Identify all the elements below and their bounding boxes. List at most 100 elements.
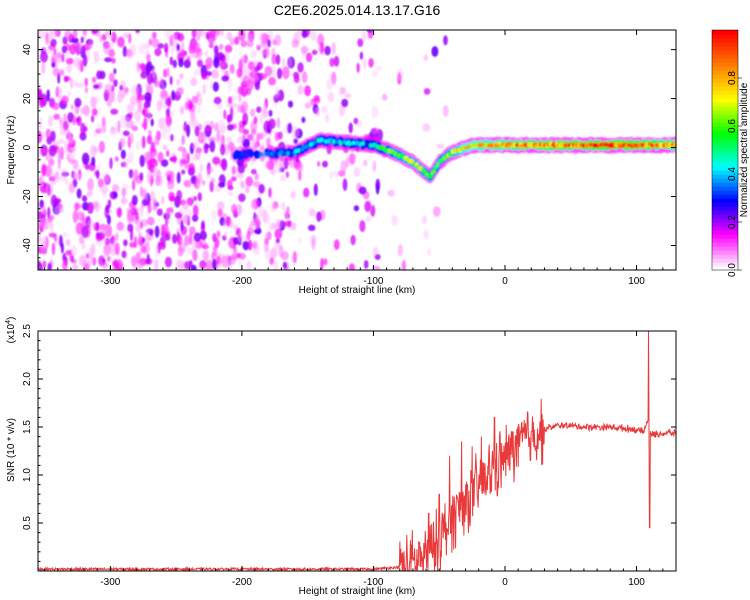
spectrogram-noise-blob [217,119,226,128]
spectrogram-noise-blob [111,235,115,241]
spectrogram-noise-blob [49,30,53,42]
colorbar-band [712,42,738,47]
spectrogram-noise-blob [166,216,172,224]
spectrogram-noise-blob [423,88,431,95]
spectrogram-noise-blob [279,175,286,182]
spectrogram-noise-blob [129,120,136,127]
colorbar-band [712,138,738,143]
spectrogram-noise-blob [223,109,227,120]
spectrogram-noise-blob [275,238,280,244]
spectrogram-noise-blob [45,236,49,249]
spectrogram-noise-blob [189,226,196,235]
spectrogram-noise-blob [137,99,143,113]
spectrogram-noise-blob [149,164,155,174]
spectrogram-noise-blob [50,130,56,142]
spectrogram-noise-blob [70,104,74,110]
spectrogram-noise-blob [214,186,220,193]
spectrogram-noise-blob [212,81,219,92]
spectrogram-noise-blob [170,134,174,142]
spectrogram-noise-blob [443,35,448,46]
spectrogram-noise-blob [290,221,297,231]
spectrogram-noise-blob [95,169,100,179]
ridge-core [432,169,436,174]
spectrogram-noise-blob [120,149,126,160]
snr-scale-label: (x104) [5,317,17,344]
spectrogram-noise-blob [58,117,64,125]
spectrogram-noise-blob [74,97,82,108]
spectrogram-noise-blob [401,260,406,270]
spectrogram-noise-blob [265,161,271,169]
spectrogram-noise-blob [259,73,267,80]
ridge-core [280,150,285,155]
spectrogram-noise-blob [76,188,82,199]
spectrogram-noise-blob [105,204,110,214]
spectrogram-noise-blob [165,209,171,217]
spectrogram-noise-blob [109,157,113,170]
spectrogram-noise-blob [199,260,207,269]
colorbar-band [712,158,738,163]
spectrogram-noise-blob [128,132,134,145]
spectrogram-noise-blob [230,253,239,260]
spectrogram-noise-blob [81,195,88,202]
spectrogram-noise-blob [196,106,201,114]
colorbar-band [712,186,738,191]
spectrogram-noise-blob [311,49,318,55]
spectrogram-noise-blob [164,233,170,241]
spectrogram-noise-blob [174,212,183,219]
spectrogram-noise-blob [422,215,427,225]
spectrogram-noise-blob [153,167,161,178]
spectrogram-noise-blob [242,65,251,78]
spectrogram-noise-blob [397,68,404,81]
ridge-core [286,151,290,156]
spectrogram-noise-blob [267,39,271,48]
spectrogram-noise-blob [298,169,302,181]
spectrogram-noise-blob [113,68,117,75]
spectrogram-noise-blob [277,131,283,140]
spectrogram-noise-blob [142,105,148,118]
spectrogram-noise-blob [197,192,202,202]
spectrogram-noise-blob [264,47,270,58]
spectrogram-noise-blob [171,90,176,101]
spectrogram-noise-blob [269,168,276,175]
spectrogram-noise-blob [59,234,63,248]
spectrogram-noise-blob [82,30,87,41]
spectrogram-noise-blob [256,44,261,51]
spectrogram-noise-blob [209,180,214,193]
spectrogram-noise-blob [158,117,166,130]
ridge-core [332,139,336,144]
ridge-core [334,139,339,145]
spectrogram-noise-blob [246,230,251,241]
spectrogram-noise-blob [158,242,166,250]
spectrogram-noise-blob [169,195,175,202]
spectrogram-noise-blob [162,145,168,151]
spectrogram-noise-blob [117,120,121,133]
spectrogram-noise-blob [160,96,168,109]
spectrogram-x-tick-label: 100 [628,276,645,287]
spectrogram-noise-blob [101,262,109,269]
spectrogram-noise-blob [138,231,142,242]
colorbar-tick-label: 0.2 [727,215,738,229]
colorbar-band [712,134,738,139]
spectrogram-noise-blob [213,96,222,105]
spectrogram-noise-blob [264,66,273,77]
spectrogram-noise-blob [172,233,178,244]
spectrogram-noise-blob [228,191,234,197]
spectrogram-noise-blob [237,136,245,144]
spectrogram-noise-blob [269,257,275,265]
spectrogram-noise-blob [54,198,62,204]
spectrogram-noise-blob [317,161,321,167]
ridge-core [369,143,373,148]
spectrogram-noise-blob [100,183,108,194]
colorbar-ticks: 0.0 0.2 0.4 0.6 0.8 [727,71,742,277]
spectrogram-noise-blob [397,244,403,257]
spectrogram-noise-blob [154,225,160,238]
spectrogram-noise-blob [64,30,72,41]
spectrogram-noise-blob [113,79,118,87]
spectrogram-noise-blob [184,234,190,247]
spectrogram-noise-blob [81,225,89,239]
spectrogram-noise-blob [374,254,381,260]
colorbar-band [712,222,738,227]
spectrogram-x-label: Height of straight line (km) [299,285,416,296]
spectrogram-noise-blob [45,32,50,45]
